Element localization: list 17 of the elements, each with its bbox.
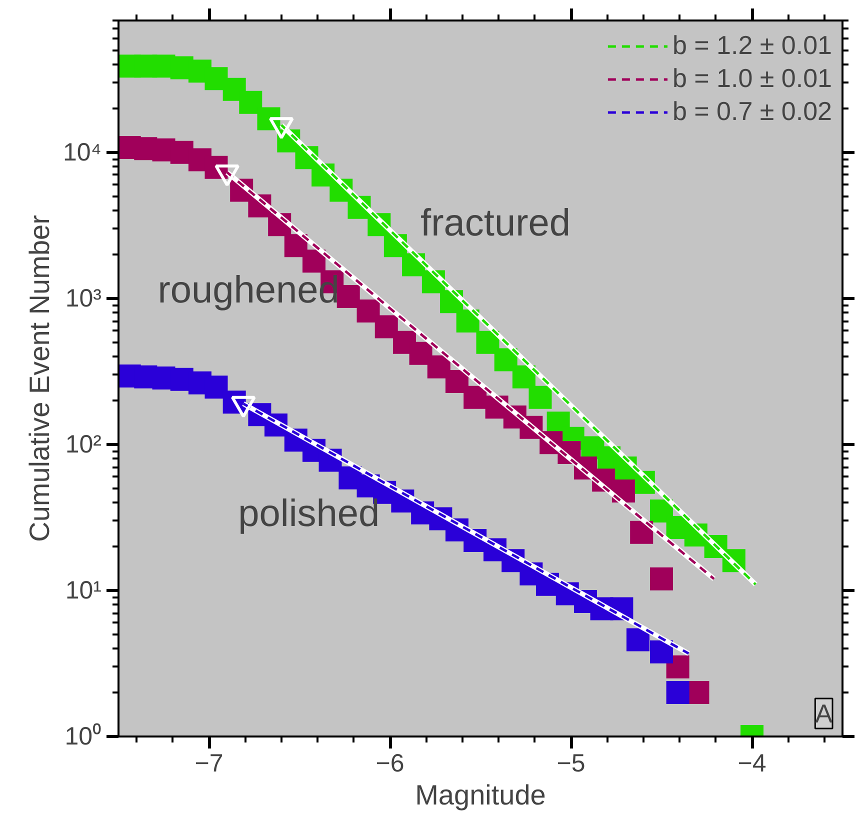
y-axis-title: Cumulative Event Number: [24, 215, 55, 542]
legend-label: b = 1.2 ± 0.01: [672, 30, 832, 61]
series-label: polished: [238, 493, 380, 536]
x-axis-title: Magnitude: [415, 780, 546, 810]
y-tick-label: 10¹: [65, 576, 102, 604]
y-tick-label: 10⁴: [62, 138, 102, 166]
y-tick-label: 10³: [65, 284, 102, 312]
x-tick-label: −6: [376, 750, 404, 778]
x-tick-label: −5: [556, 750, 586, 778]
series-label: roughened: [158, 269, 340, 312]
legend-label: b = 0.7 ± 0.02: [672, 96, 832, 127]
y-tick-label: 10⁰: [64, 722, 102, 750]
x-tick-label: −7: [194, 750, 224, 778]
series-label: fractured: [420, 202, 571, 245]
y-tick-label: 10²: [65, 430, 102, 458]
x-tick-label: −4: [738, 750, 766, 778]
legend-label: b = 1.0 ± 0.01: [672, 63, 832, 94]
